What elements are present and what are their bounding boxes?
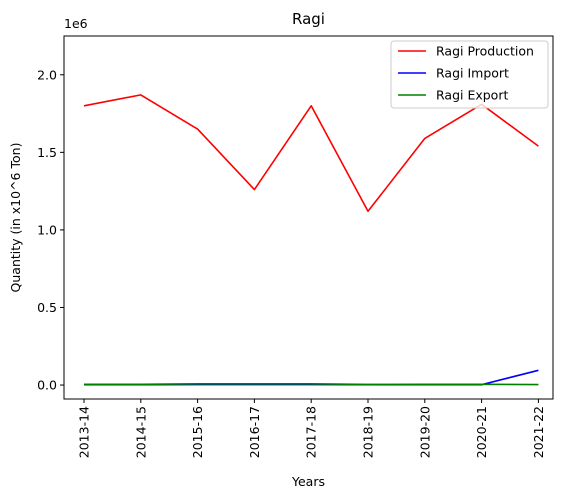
x-tick-label: 2013-14 (77, 406, 92, 458)
y-tick-label: 0.5 (37, 300, 57, 315)
legend: Ragi Production Ragi Import Ragi Export (390, 40, 549, 109)
plot-area: 0.0 0.5 1.0 1.5 2.0 2013-14 2014-15 2015-16 2016… (37, 35, 554, 458)
y-axis-label: Quantity (in x10^6 Ton) (8, 143, 23, 293)
legend-box (390, 40, 549, 109)
x-tick-label: 2020-21 (474, 406, 489, 458)
y-offset-label: 1e6 (64, 16, 88, 31)
x-tick-label: 2019-20 (417, 406, 432, 458)
legend-label: Ragi Production (436, 44, 534, 59)
x-tick-label: 2018-19 (361, 406, 376, 458)
x-tick-label: 2015-16 (190, 406, 205, 458)
legend-label: Ragi Export (436, 88, 508, 103)
x-tick-label: 2021-22 (531, 406, 546, 458)
chart-title: Ragi (292, 10, 325, 28)
y-tick-label: 1.5 (37, 145, 57, 160)
series-line-ragi-production (83, 94, 539, 213)
x-tick-label: 2016-17 (247, 406, 262, 458)
x-tick-label: 2017-18 (304, 406, 319, 458)
y-tick-label: 2.0 (37, 67, 57, 82)
series-line-ragi-export (84, 382, 539, 386)
y-tick-label: 0.0 (37, 378, 57, 393)
legend-label: Ragi Import (436, 66, 509, 81)
axes-frame (63, 35, 554, 400)
x-tick-label: 2014-15 (133, 406, 148, 458)
x-axis-label: Years (291, 474, 325, 489)
y-tick-label: 1.0 (37, 222, 57, 237)
